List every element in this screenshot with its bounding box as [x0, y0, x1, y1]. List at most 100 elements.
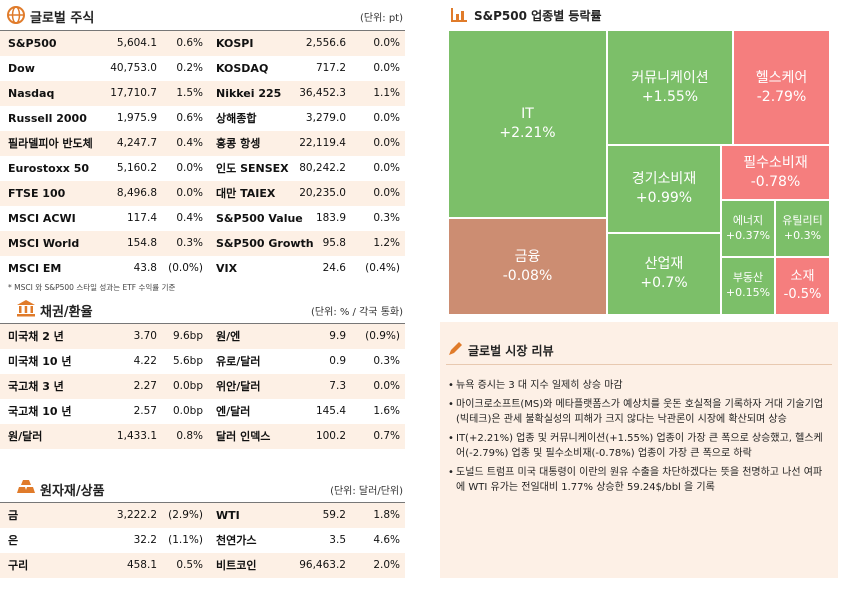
- table-cell: 2.0%: [373, 559, 400, 571]
- treemap-tile: IT +2.21%: [448, 30, 607, 218]
- tile-name: 에너지: [732, 213, 764, 227]
- table-cell: 5,604.1: [116, 37, 157, 49]
- table-cell: KOSDAQ: [216, 62, 269, 75]
- table-cell: 145.4: [315, 405, 346, 417]
- table-cell: 1,433.1: [116, 430, 157, 442]
- tile-name: 커뮤니케이션: [631, 69, 709, 86]
- table-cell: 59.2: [322, 509, 346, 521]
- bullet: IT(+2.21%) 업종 및 커뮤니케이션(+1.55%) 업종이 가장 큰 …: [448, 431, 826, 461]
- unit-label: (단위: % / 각국 통화): [311, 307, 403, 318]
- table-cell: 154.8: [126, 237, 157, 249]
- table-cell: 717.2: [315, 62, 346, 74]
- bullet: 마이크로소프트(MS)와 메타플랫폼스가 예상치를 웃돈 호실적을 기록하자 거…: [448, 397, 826, 427]
- table-cell: 9.6bp: [172, 330, 203, 342]
- table-row: 미국채 10 년 4.22 5.6bp 유로/달러 0.9 0.3%: [0, 349, 405, 374]
- tile-change: +1.55%: [641, 88, 699, 105]
- table-cell: 0.0%: [373, 37, 400, 49]
- table-cell: 9.9: [329, 330, 346, 342]
- fx-table: 미국채 2 년 3.70 9.6bp 원/엔 9.9 (0.9%) 미국채 10 년 4.22…: [0, 324, 405, 449]
- table-cell: Dow: [8, 62, 35, 75]
- tile-name: 소재: [790, 269, 815, 285]
- table-cell: 0.6%: [176, 112, 203, 124]
- table-cell: 홍콩 항셍: [216, 137, 261, 150]
- table-cell: 0.9: [329, 355, 346, 367]
- divider: [0, 502, 405, 503]
- table-cell: VIX: [216, 262, 238, 275]
- table-cell: 0.6%: [176, 37, 203, 49]
- divider: [0, 323, 405, 324]
- table-cell: 1.6%: [373, 405, 400, 417]
- table-cell: Nasdaq: [8, 87, 55, 100]
- table-cell: 4.22: [133, 355, 157, 367]
- table-cell: 0.0%: [373, 380, 400, 392]
- tile-name: 금융: [514, 248, 541, 265]
- table-row: 필라델피아 반도체 4,247.7 0.4% 홍콩 항셍 22,119.4 0.0%: [0, 131, 405, 156]
- treemap-tile: 산업재 +0.7%: [607, 233, 721, 315]
- treemap: IT +2.21% 커뮤니케이션 +1.55% 헬스케어 -2.79% 경기소비재 +0.99…: [448, 30, 830, 315]
- table-row: 금 3,222.2 (2.9%) WTI 59.2 1.8%: [0, 503, 405, 528]
- table-cell: 3.5: [329, 534, 346, 546]
- table-cell: 20,235.0: [299, 187, 346, 199]
- table-cell: 4,247.7: [116, 137, 157, 149]
- treemap-tile: 유틸리티 +0.3%: [775, 200, 830, 257]
- table-cell: 상해종합: [216, 112, 257, 125]
- commodity-table: 금 3,222.2 (2.9%) WTI 59.2 1.8% 은 32.2 (1.1%) 천연가스…: [0, 503, 405, 578]
- tile-name: 경기소비재: [631, 171, 697, 188]
- table-row: MSCI World 154.8 0.3% S&P500 Growth 95.8 1.2%: [0, 231, 405, 256]
- table-cell: Russell 2000: [8, 112, 87, 125]
- tile-change: -0.78%: [750, 173, 801, 190]
- tile-change: +0.37%: [725, 228, 771, 242]
- table-cell: 5.6bp: [172, 355, 203, 367]
- table-row: 은 32.2 (1.1%) 천연가스 3.5 4.6%: [0, 528, 405, 553]
- table-cell: 미국채 10 년: [8, 355, 72, 368]
- table-cell: 1.1%: [373, 87, 400, 99]
- table-cell: 0.0%: [373, 137, 400, 149]
- table-cell: 117.4: [126, 212, 157, 224]
- bullet: 뉴욕 증시는 3 대 지수 일제히 상승 마감: [448, 378, 826, 393]
- tile-change: +0.3%: [783, 228, 822, 242]
- table-cell: 183.9: [315, 212, 346, 224]
- table-cell: 엔/달러: [216, 405, 251, 418]
- table-cell: 0.3%: [373, 212, 400, 224]
- table-cell: 0.3%: [176, 237, 203, 249]
- unit-label: (단위: pt): [359, 13, 403, 24]
- table-cell: 0.0%: [373, 162, 400, 174]
- table-cell: 0.2%: [176, 62, 203, 74]
- table-cell: WTI: [216, 509, 240, 522]
- treemap-tile: 에너지 +0.37%: [721, 200, 775, 257]
- table-cell: S&P500 Growth: [216, 237, 314, 250]
- tile-name: 헬스케어: [755, 69, 808, 86]
- table-cell: 3.70: [133, 330, 157, 342]
- treemap-tile: 커뮤니케이션 +1.55%: [607, 30, 733, 145]
- table-cell: 은: [8, 534, 19, 547]
- table-cell: 0.0%: [373, 112, 400, 124]
- globe-icon: [7, 6, 25, 24]
- table-cell: 43.8: [133, 262, 157, 274]
- tile-change: -0.5%: [783, 287, 822, 302]
- treemap-tile: 경기소비재 +0.99%: [607, 145, 721, 233]
- table-cell: (1.1%): [168, 534, 203, 546]
- table-cell: 3,222.2: [116, 509, 157, 521]
- table-cell: FTSE 100: [8, 187, 66, 200]
- table-cell: 22,119.4: [299, 137, 346, 149]
- table-cell: 인도 SENSEX: [216, 162, 289, 175]
- table-cell: MSCI World: [8, 237, 80, 250]
- tile-name: IT: [521, 106, 534, 123]
- table-cell: 원/엔: [216, 330, 241, 343]
- table-cell: 96,463.2: [299, 559, 346, 571]
- treemap-tile: 금융 -0.08%: [448, 218, 607, 315]
- table-row: Russell 2000 1,975.9 0.6% 상해종합 3,279.0 0.0%: [0, 106, 405, 131]
- table-cell: 0.0%: [373, 187, 400, 199]
- table-row: MSCI ACWI 117.4 0.4% S&P500 Value 183.9 0.3%: [0, 206, 405, 231]
- table-cell: (0.9%): [365, 330, 400, 342]
- table-cell: (2.9%): [168, 509, 203, 521]
- bullet-list: 뉴욕 증시는 3 대 지수 일제히 상승 마감마이크로소프트(MS)와 메타플랫…: [448, 378, 826, 499]
- table-cell: 1.5%: [176, 87, 203, 99]
- section-title: S&P500 업종별 등락률: [474, 9, 602, 23]
- table-cell: 원/달러: [8, 430, 43, 443]
- table-cell: (0.4%): [365, 262, 400, 274]
- table-cell: 위안/달러: [216, 380, 261, 393]
- pencil-icon: [449, 342, 462, 355]
- equity-table: S&P500 5,604.1 0.6% KOSPI 2,556.6 0.0% Dow 40,7…: [0, 31, 405, 281]
